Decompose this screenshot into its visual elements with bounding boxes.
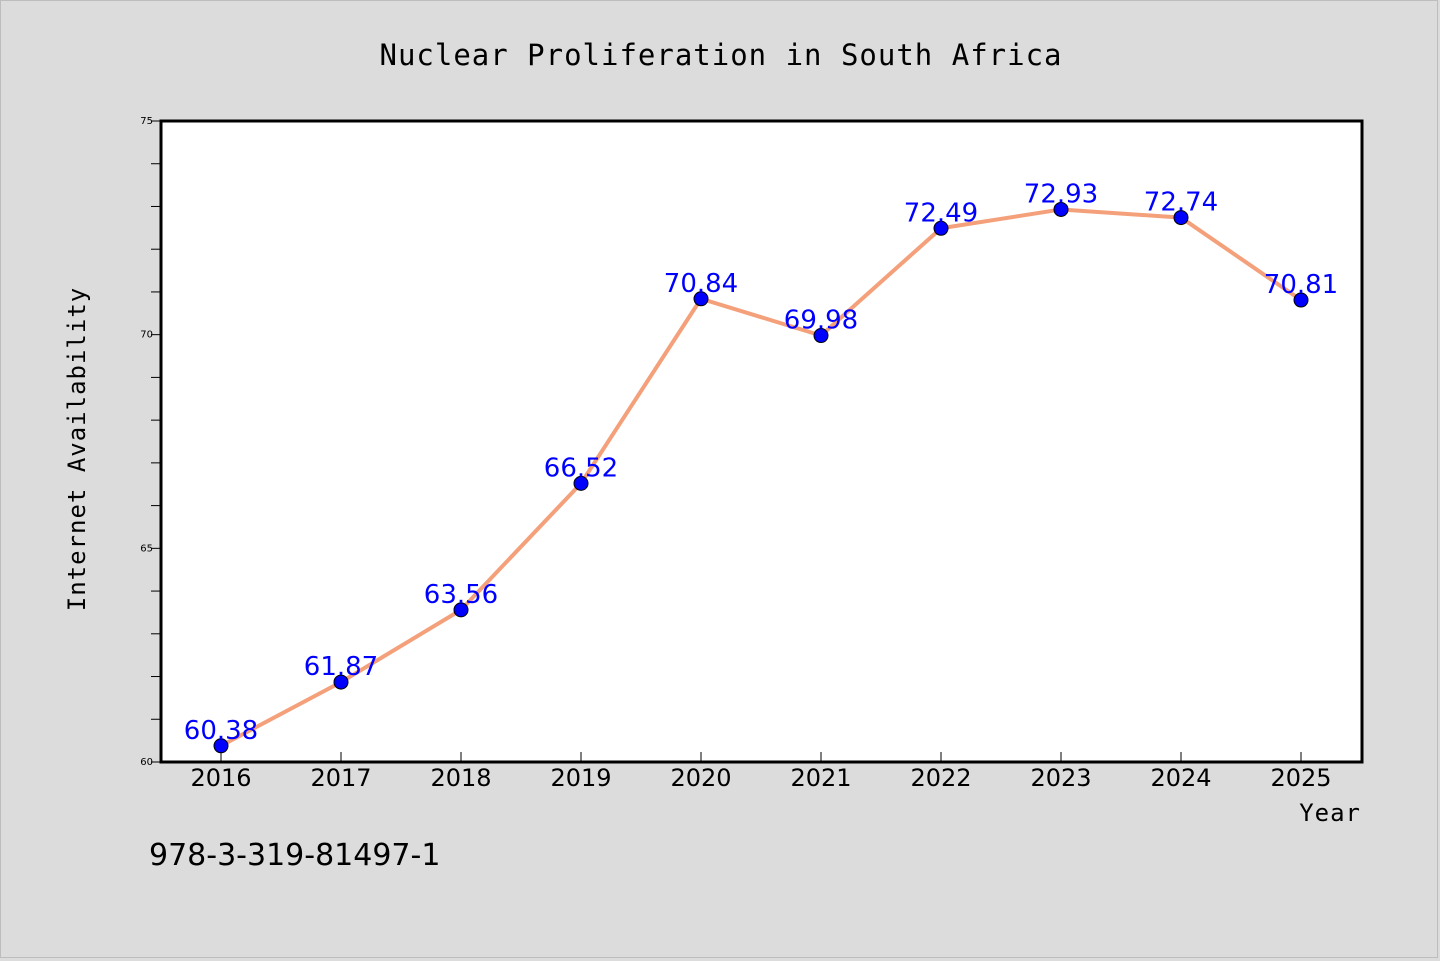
data-point: [213, 738, 229, 754]
x-axis-label: Year: [1299, 799, 1361, 827]
series-layer: [213, 201, 1309, 754]
series-line: [219, 207, 1303, 748]
data-point: [573, 475, 589, 491]
y-tick-label: 75: [140, 116, 153, 127]
x-tick-label: 2023: [1030, 764, 1091, 792]
data-label: 72.49: [904, 198, 978, 228]
data-point: [333, 674, 349, 690]
data-point: [453, 602, 469, 618]
y-tick-label: 70: [140, 330, 153, 341]
x-tick-label: 2022: [910, 764, 971, 792]
data-label: 72.93: [1024, 179, 1098, 209]
data-point: [1173, 210, 1189, 226]
x-tick-label: 2019: [550, 764, 611, 792]
data-label: 61.87: [304, 652, 378, 682]
x-tick-label: 2018: [430, 764, 491, 792]
data-label: 69.98: [784, 306, 858, 336]
chart-title: Nuclear Proliferation in South Africa: [379, 38, 1062, 72]
x-tick-label: 2021: [790, 764, 851, 792]
isbn-footer: 978-3-319-81497-1: [149, 838, 440, 873]
plot-area: [159, 119, 1364, 764]
x-tick-label: 2020: [670, 764, 731, 792]
y-axis-ticks: 60 65 70 75: [140, 116, 161, 768]
data-label: 60.38: [184, 716, 258, 746]
data-point: [1053, 201, 1069, 217]
data-point: [933, 220, 949, 236]
x-tick-label: 2025: [1270, 764, 1331, 792]
data-point: [813, 328, 829, 344]
data-point: [693, 291, 709, 307]
data-label: 66.52: [544, 453, 618, 483]
x-tick-label: 2024: [1150, 764, 1211, 792]
x-tick-label: 2017: [310, 764, 371, 792]
data-label: 70.84: [664, 269, 738, 299]
data-label: 70.81: [1264, 270, 1338, 300]
y-axis-label: Internet Availability: [63, 287, 91, 611]
x-axis-ticks: 2016 2017 2018 2019 2020 2021 2022 2023 2024 2025: [190, 752, 1332, 792]
y-tick-label: 60: [140, 757, 153, 768]
y-tick-label: 65: [140, 543, 153, 554]
data-label: 72.74: [1144, 188, 1218, 218]
data-point: [1293, 292, 1309, 308]
data-label: 63.56: [424, 580, 498, 610]
data-label-layer: 60.38 61.87 63.56 66.52 70.84 69.98 72.49 72.93…: [184, 179, 1338, 745]
x-tick-label: 2016: [190, 764, 251, 792]
